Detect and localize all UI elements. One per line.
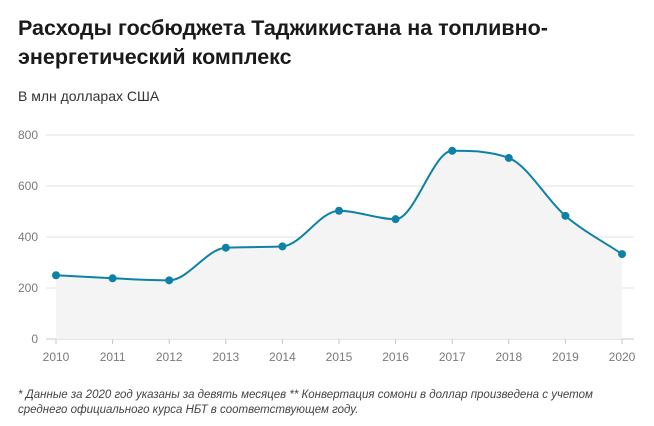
data-point: [335, 206, 343, 215]
chart-title: Расходы госбюджета Таджикистана на топли…: [18, 16, 548, 69]
data-point: [618, 250, 626, 259]
series-area: [56, 150, 622, 339]
data-point: [448, 146, 457, 155]
x-axis: 2010 2011 2012 2013 2014 2015 2016 2017 2018 2019…: [43, 339, 636, 364]
chart-subtitle: В млн долларах США: [18, 88, 160, 104]
data-point: [108, 274, 117, 283]
data-point: [221, 243, 230, 252]
y-tick-label: 800: [18, 128, 38, 142]
data-point: [391, 215, 400, 224]
x-tick-label: 2010: [43, 350, 70, 364]
data-point: [52, 271, 60, 280]
x-tick-label: 2014: [269, 350, 296, 364]
data-point: [504, 153, 513, 162]
x-tick-label: 2018: [495, 350, 522, 364]
y-tick-label: 200: [18, 281, 38, 295]
x-tick-label: 2012: [156, 350, 183, 364]
y-axis: 0 200 400 600 800: [18, 128, 38, 346]
x-tick-label: 2017: [439, 350, 466, 364]
series-line: [55, 149, 623, 282]
x-tick-label: 2020: [609, 350, 636, 364]
data-point: [561, 211, 570, 220]
data-point: [165, 276, 174, 285]
y-tick-label: 400: [18, 230, 38, 244]
y-tick-label: 0: [31, 332, 38, 346]
data-points: [52, 146, 626, 285]
x-tick-label: 2016: [382, 350, 409, 364]
x-tick-label: 2015: [326, 350, 353, 364]
x-tick-label: 2019: [552, 350, 579, 364]
x-tick-label: 2013: [212, 350, 239, 364]
y-tick-label: 600: [18, 179, 38, 193]
data-point: [278, 242, 287, 251]
x-tick-label: 2011: [100, 350, 126, 364]
footnote: * Данные за 2020 год указаны за девять м…: [18, 389, 593, 416]
